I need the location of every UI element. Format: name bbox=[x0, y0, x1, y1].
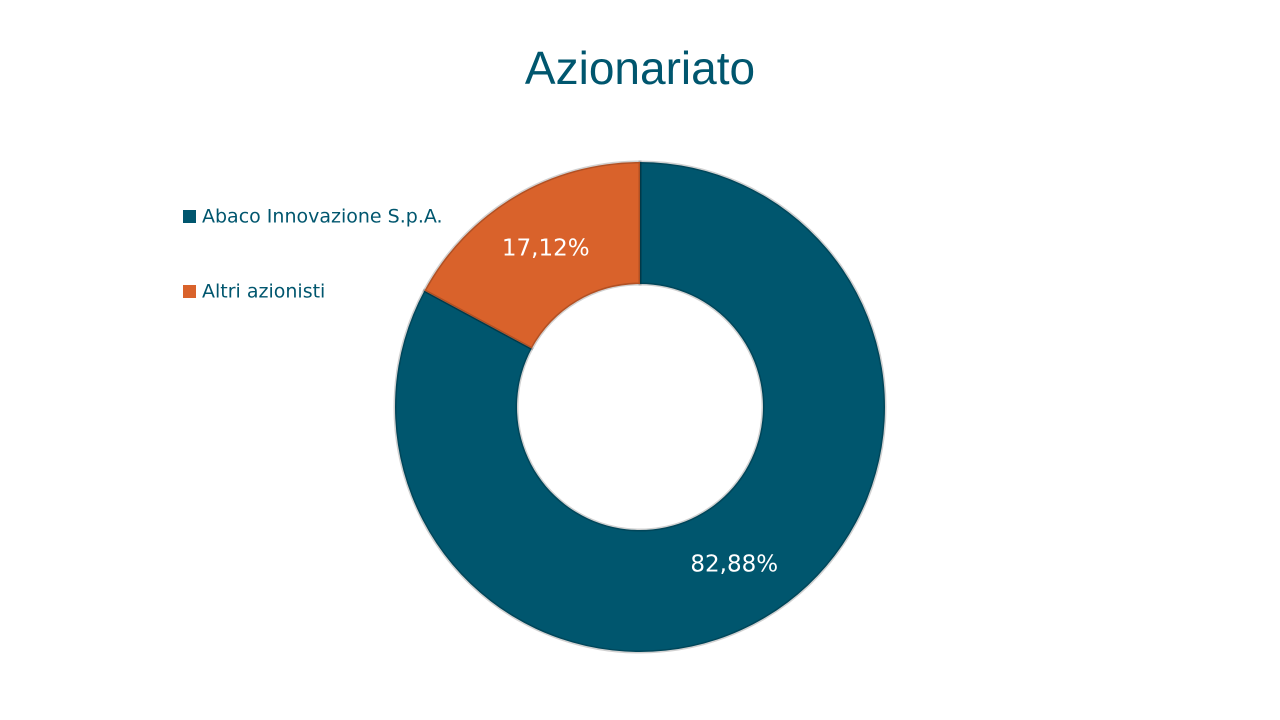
value-label: 82,88% bbox=[690, 552, 778, 578]
donut-slice bbox=[422, 160, 642, 351]
donut-slice bbox=[393, 160, 887, 654]
legend-swatch bbox=[183, 285, 196, 298]
chart-title: Azionariato bbox=[525, 42, 755, 94]
legend-swatch bbox=[183, 210, 196, 223]
value-label: 17,12% bbox=[502, 235, 590, 261]
legend-label: Abaco Innovazione S.p.A. bbox=[202, 206, 443, 228]
legend-label: Altri azionisti bbox=[202, 281, 325, 303]
